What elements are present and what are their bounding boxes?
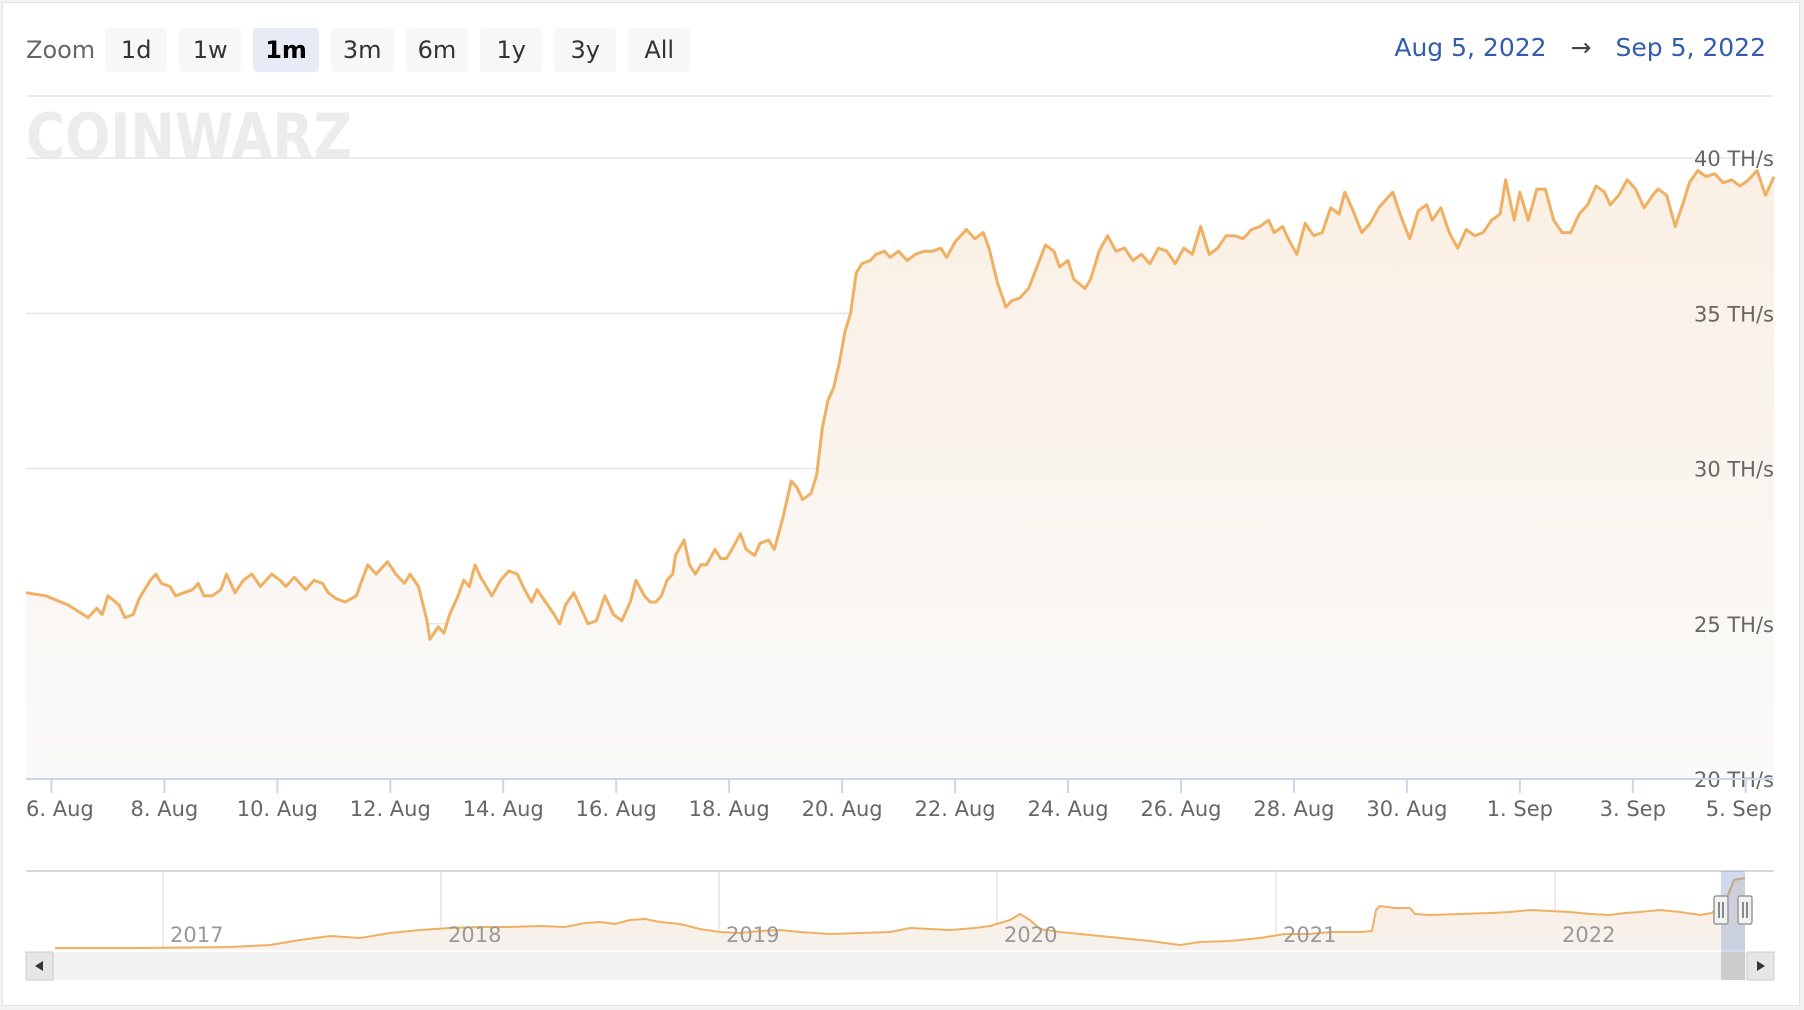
x-tick-label: 8. Aug: [131, 797, 199, 821]
navigator-year-label: 2017: [170, 923, 223, 947]
navigator-line: [55, 877, 1746, 949]
y-axis-labels: 20 TH/s25 TH/s30 TH/s35 TH/s40 TH/s: [1694, 147, 1774, 792]
date-range: Aug 5, 2022 → Sep 5, 2022: [1394, 33, 1766, 62]
series-line: [25, 169, 1776, 641]
x-tick-label: 6. Aug: [26, 797, 94, 821]
x-tick-label: 14. Aug: [463, 797, 544, 821]
y-tick-label: 25 TH/s: [1694, 613, 1774, 637]
scrollbar-track[interactable]: [26, 952, 1774, 980]
zoom-label: Zoom: [26, 36, 96, 64]
navigator-handle-left[interactable]: [1713, 895, 1729, 925]
zoom-1d-button[interactable]: 1d: [105, 28, 168, 72]
zoom-3m-button[interactable]: 3m: [330, 28, 394, 72]
navigator-year-label: 2019: [726, 923, 779, 947]
x-tick-label: 24. Aug: [1027, 797, 1108, 821]
x-tick-label: 12. Aug: [350, 797, 431, 821]
navigator-year-label: 2021: [1283, 923, 1336, 947]
navigator-year-label: 2018: [448, 923, 501, 947]
navigator-area: [55, 878, 1745, 950]
range-arrow-icon: →: [1570, 33, 1592, 62]
range-from[interactable]: Aug 5, 2022: [1394, 33, 1547, 62]
zoom-6m-button[interactable]: 6m: [405, 28, 469, 72]
x-tick-label: 26. Aug: [1140, 797, 1221, 821]
x-tick-label: 5. Sep: [1706, 797, 1772, 821]
zoom-1y-button[interactable]: 1y: [480, 28, 543, 72]
zoom-toolbar: Zoom 1d 1w 1m 3m 6m 1y 3y All: [26, 28, 702, 72]
zoom-1m-button[interactable]: 1m: [253, 28, 319, 72]
x-tick-label: 1. Sep: [1487, 797, 1553, 821]
x-tick-label: 22. Aug: [915, 797, 996, 821]
zoom-1w-button[interactable]: 1w: [179, 28, 242, 72]
y-tick-label: 35 TH/s: [1694, 302, 1774, 326]
y-tick-label: 30 TH/s: [1694, 458, 1774, 482]
x-tick-label: 16. Aug: [576, 797, 657, 821]
x-tick-label: 18. Aug: [689, 797, 770, 821]
x-tick-label: 30. Aug: [1366, 797, 1447, 821]
arrow-left-icon[interactable]: [25, 951, 54, 981]
x-tick-label: 3. Sep: [1600, 797, 1666, 821]
zoom-all-button[interactable]: All: [628, 28, 691, 72]
x-tick-label: 28. Aug: [1253, 797, 1334, 821]
x-axis-ticks: 6. Aug 8. Aug 10. Aug 12. Aug 14. Aug 16. Aug…: [26, 779, 1772, 821]
area-fill: [26, 170, 1774, 779]
navigator-year-label: 2020: [1004, 923, 1057, 947]
range-to[interactable]: Sep 5, 2022: [1615, 33, 1767, 62]
navigator-handle-right[interactable]: [1737, 895, 1753, 925]
zoom-3y-button[interactable]: 3y: [554, 28, 617, 72]
x-tick-label: 10. Aug: [237, 797, 318, 821]
scrollbar[interactable]: [25, 951, 1775, 981]
scrollbar-thumb[interactable]: [1721, 952, 1745, 980]
y-tick-label: 40 TH/s: [1694, 147, 1774, 171]
x-tick-label: 20. Aug: [802, 797, 883, 821]
arrow-right-icon[interactable]: [1746, 951, 1775, 981]
navigator-year-labels: 2017 2018 2019 2020 2021 2022: [170, 923, 1615, 947]
coinwarz-watermark: COINWARZ: [26, 100, 352, 173]
navigator-year-label: 2022: [1562, 923, 1615, 947]
